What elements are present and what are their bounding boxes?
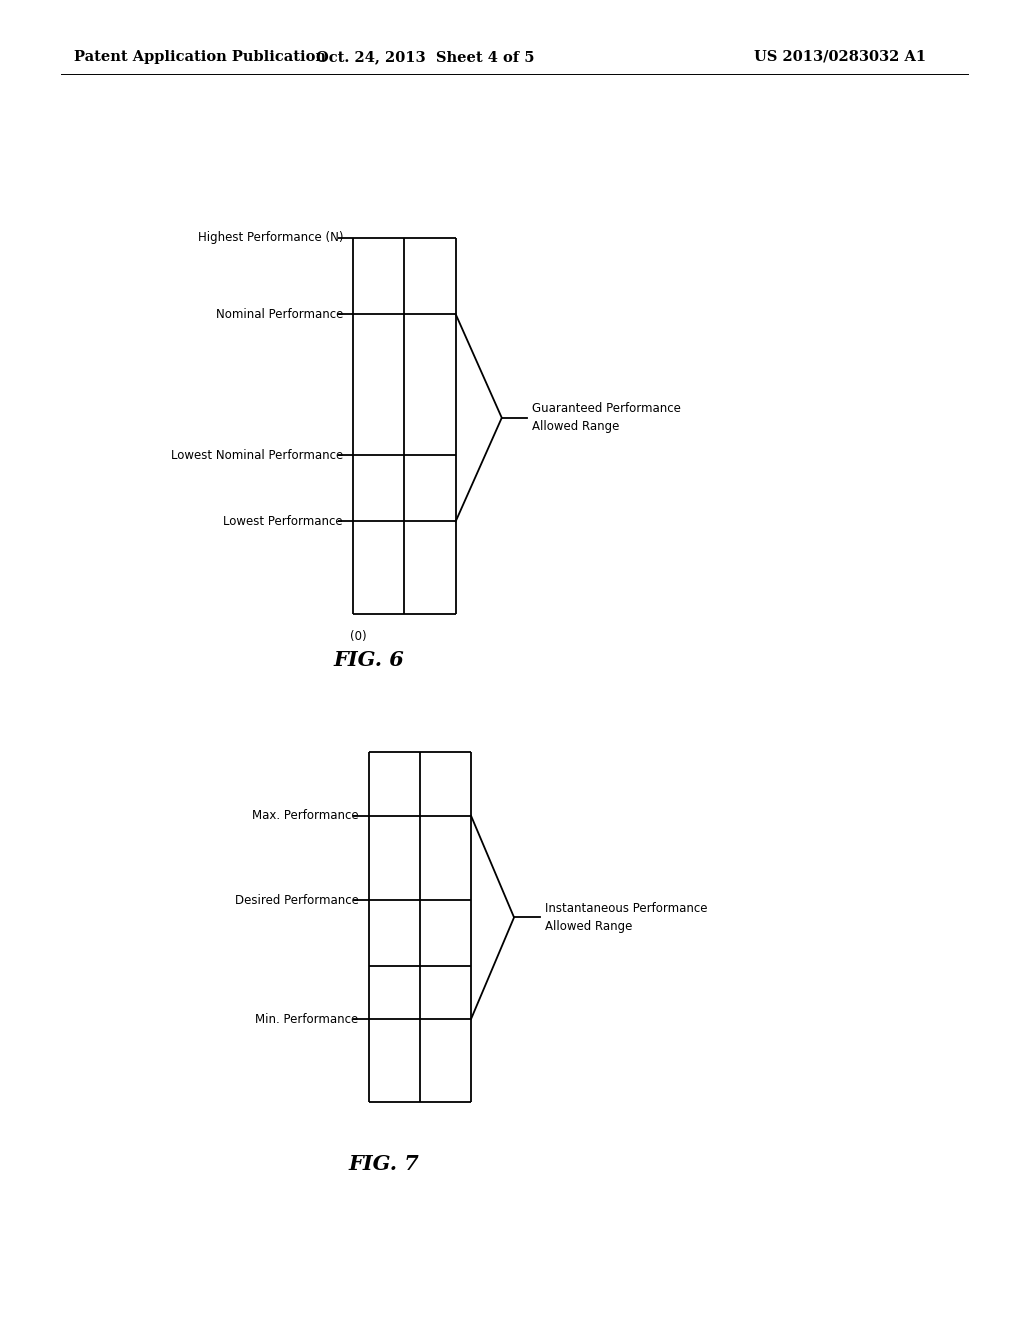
- Text: FIG. 6: FIG. 6: [333, 649, 404, 671]
- Text: Desired Performance: Desired Performance: [234, 894, 358, 907]
- Text: Lowest Performance: Lowest Performance: [223, 515, 343, 528]
- Text: Patent Application Publication: Patent Application Publication: [74, 50, 326, 63]
- Text: Min. Performance: Min. Performance: [255, 1012, 358, 1026]
- Text: US 2013/0283032 A1: US 2013/0283032 A1: [754, 50, 926, 63]
- Text: Lowest Nominal Performance: Lowest Nominal Performance: [171, 449, 343, 462]
- Text: Guaranteed Performance
Allowed Range: Guaranteed Performance Allowed Range: [532, 403, 681, 433]
- Text: FIG. 7: FIG. 7: [348, 1154, 420, 1175]
- Text: (0): (0): [350, 630, 367, 643]
- Text: Nominal Performance: Nominal Performance: [216, 308, 343, 321]
- Text: Instantaneous Performance
Allowed Range: Instantaneous Performance Allowed Range: [545, 902, 708, 933]
- Text: Highest Performance (N): Highest Performance (N): [198, 231, 343, 244]
- Text: Oct. 24, 2013  Sheet 4 of 5: Oct. 24, 2013 Sheet 4 of 5: [315, 50, 535, 63]
- Text: Max. Performance: Max. Performance: [252, 809, 358, 822]
